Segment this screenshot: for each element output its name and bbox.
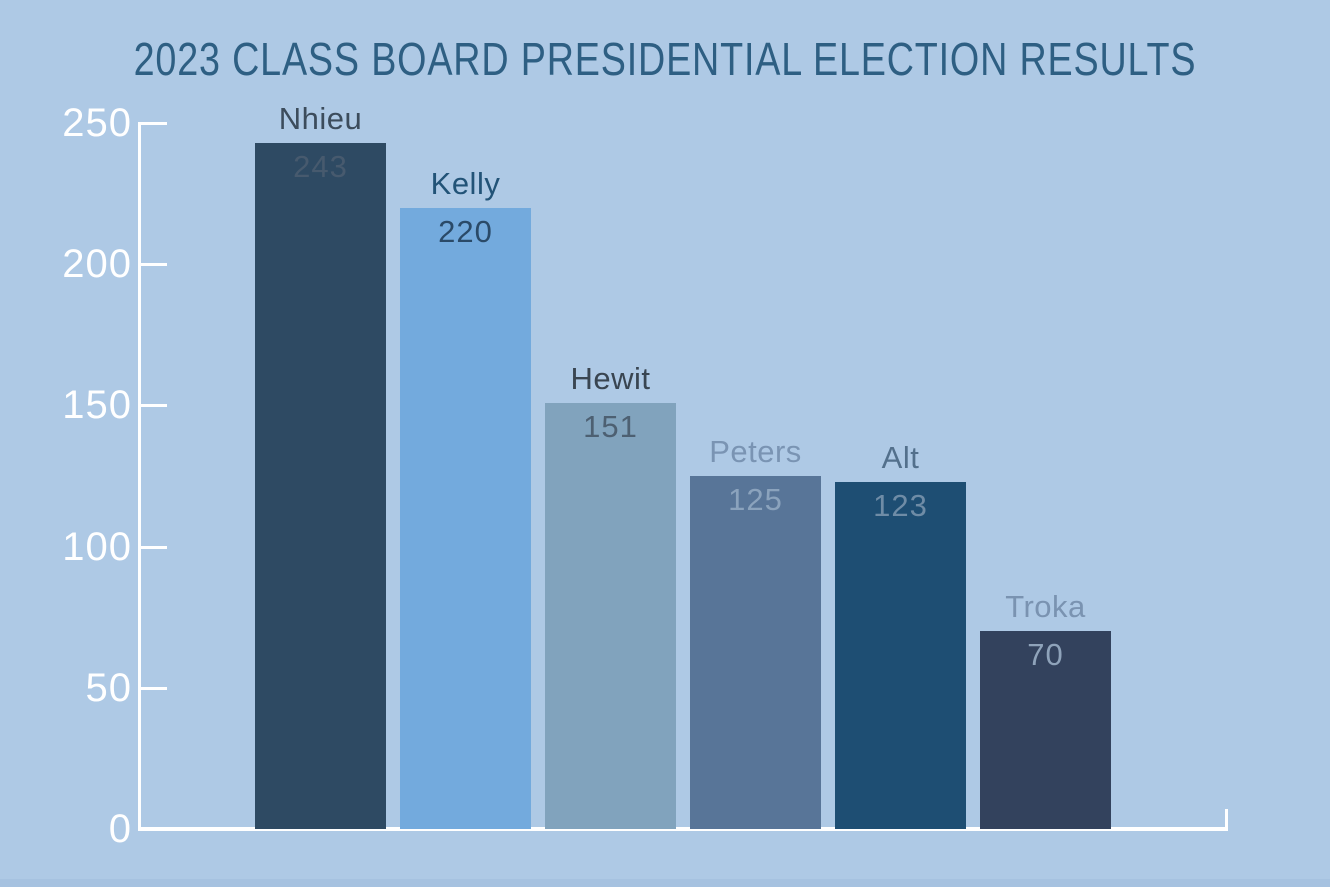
bar-label-nhieu: Nhieu — [278, 100, 363, 136]
y-tick-label-150: 150 — [62, 383, 132, 428]
y-tick-150 — [138, 404, 167, 408]
bar-label-troka: Troka — [1005, 589, 1086, 625]
bar-kelly: 220 — [400, 207, 531, 829]
bar-label-alt: Alt — [881, 439, 920, 475]
bar-label-kelly: Kelly — [430, 165, 501, 201]
bar-value-kelly: 220 — [438, 213, 493, 249]
bar-value-hewit: 151 — [583, 408, 638, 444]
bar-hewit: 151 — [545, 402, 676, 829]
bar-value-peters: 125 — [728, 482, 783, 517]
bar-value-alt: 123 — [873, 487, 928, 523]
bar-alt: 123 — [835, 481, 966, 829]
y-tick-50 — [138, 686, 167, 690]
y-axis-line — [138, 122, 141, 831]
y-tick-label-200: 200 — [62, 242, 132, 287]
bar-troka: 70 — [980, 631, 1111, 829]
bar-nhieu: 243 — [255, 142, 386, 829]
y-tick-label-100: 100 — [62, 524, 132, 569]
y-tick-label-50: 50 — [85, 665, 132, 710]
bar-peters: 125 — [690, 476, 821, 829]
y-tick-250 — [138, 122, 167, 125]
bar-label-peters: Peters — [709, 434, 802, 469]
y-tick-label-250: 250 — [62, 101, 132, 145]
bar-value-troka: 70 — [1027, 637, 1064, 673]
bottom-strip — [0, 879, 1330, 887]
chart-title: 2023 CLASS BOARD PRESIDENTIAL ELECTION R… — [133, 33, 1197, 85]
bar-value-nhieu: 243 — [293, 148, 348, 184]
y-tick-100 — [138, 545, 167, 549]
y-tick-label-0: 0 — [108, 807, 132, 851]
bar-label-hewit: Hewit — [570, 360, 651, 396]
y-tick-200 — [138, 263, 167, 267]
x-axis-end-tick — [1225, 809, 1228, 829]
x-axis-line — [138, 827, 1228, 831]
